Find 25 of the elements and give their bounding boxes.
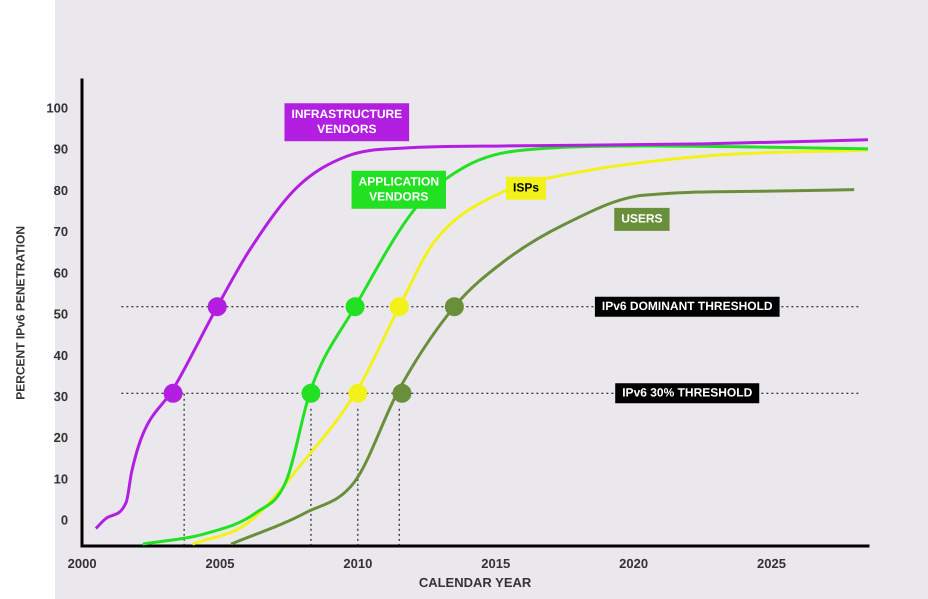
- y-tick-label: 70: [54, 224, 68, 240]
- y-tick-label: 90: [54, 142, 68, 157]
- y-tick-label: 100: [46, 100, 68, 116]
- y-tick-label: 20: [54, 430, 68, 446]
- y-tick-label: 50: [54, 306, 68, 322]
- y-tick-label: 60: [54, 265, 68, 280]
- y-axis-title: PERCENT IPv6 PENETRATION: [14, 226, 28, 400]
- y-tick-label: 80: [54, 182, 68, 198]
- y-tick-label: 40: [54, 348, 68, 363]
- x-tick-label: 2000: [68, 556, 97, 572]
- ref-line-label: IPv6 30% THRESHOLD: [622, 386, 753, 400]
- y-tick-label: 30: [54, 388, 68, 404]
- x-tick-label: 2010: [343, 556, 372, 572]
- x-tick-label: 2015: [481, 556, 510, 572]
- y-tick-label: 10: [54, 471, 68, 486]
- x-tick-label: 2005: [206, 556, 234, 572]
- series-label: USERS: [621, 212, 663, 226]
- ref-line-label: IPv6 DOMINANT THRESHOLD: [602, 299, 773, 314]
- series-label: INFRASTRUCTURE VENDORS: [291, 107, 402, 136]
- x-axis-title: CALENDAR YEAR: [418, 574, 532, 590]
- series-label: APPLICATION VENDORS: [358, 174, 439, 204]
- y-tick-label: 0: [60, 512, 68, 528]
- x-tick-label: 2025: [757, 556, 786, 572]
- series-label: ISPs: [512, 180, 540, 195]
- x-tick-label: 2020: [619, 556, 648, 572]
